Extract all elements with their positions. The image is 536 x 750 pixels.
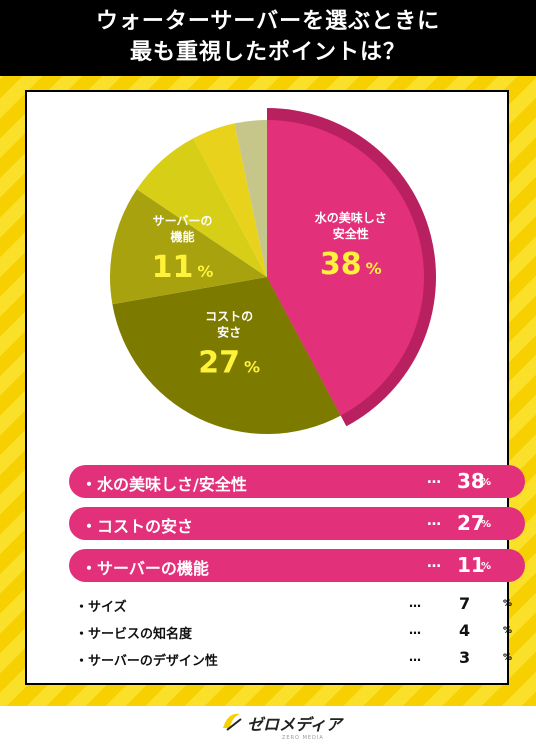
ranking-label: ・コストの安さ: [81, 517, 194, 536]
pie-label-text: 安全性: [333, 226, 369, 241]
pie-slice-4: [136, 138, 267, 277]
pie-slice-3: [110, 189, 267, 305]
pie-label-text: 安さ: [217, 325, 241, 340]
ranking-unit: %: [503, 626, 513, 636]
ranking-dots: …: [427, 513, 441, 529]
logo-text: ゼロメディア: [247, 715, 342, 734]
ranking-dots: …: [409, 623, 421, 637]
ranking-unit: %: [503, 653, 513, 663]
pie-slice-2: [112, 277, 341, 434]
pie-value-label: 11%: [152, 250, 214, 285]
pie-label-text: サーバーの: [153, 214, 213, 228]
ranking-dots: …: [409, 650, 421, 664]
ranking-value: 4: [459, 621, 471, 640]
pie-slice-5: [193, 123, 267, 278]
ranking-unit: %: [481, 477, 492, 488]
ranking-dots: …: [427, 471, 441, 487]
title-line-1: ウォーターサーバーを選ぶときに: [95, 9, 441, 34]
ranking-dots: …: [409, 596, 421, 610]
pie-slice-label: サーバーの機能 11%: [152, 214, 214, 285]
pie-label-text: 機能: [171, 229, 195, 244]
title-line-2: 最も重視したポイントは？: [129, 40, 406, 65]
ranking-unit: %: [481, 561, 492, 572]
footer: [0, 706, 536, 750]
pie-slice-6: [234, 120, 267, 277]
ranking-value: 3: [459, 648, 471, 667]
ranking-label: ・サイズ: [75, 600, 127, 615]
ranking-dots: …: [427, 555, 441, 571]
ranking-unit: %: [481, 519, 492, 530]
ranking-label: ・水の美味しさ/安全性: [81, 475, 247, 494]
chart-card: 水の美味しさ 安全性 38% コストの 安さ 27% サーバーの 機能 11% ・水の美味しさ/…: [25, 90, 525, 685]
ranking-value: 27: [457, 511, 485, 535]
ranking-item-4: ・サイズ … 7 %: [75, 594, 525, 616]
ranking-item-2: ・コストの安さ … 27 %: [69, 507, 525, 540]
ranking-item-3: ・サーバーの機能 … 11 %: [69, 549, 525, 582]
pie-label-text: 水の美味しさ: [315, 210, 387, 225]
ranking-label: ・サーバーの機能: [81, 559, 209, 578]
page-title: ウォーターサーバーを選ぶときに 最も重視したポイントは？: [0, 0, 536, 76]
ranking-item-1: ・水の美味しさ/安全性 … 38 %: [69, 465, 525, 498]
ranking-value: 7: [459, 594, 471, 613]
ranking-value: 11: [457, 553, 485, 577]
ranking-label: ・サーバーのデザイン性: [75, 654, 218, 669]
pie-slice-1: [267, 120, 424, 416]
ranking-item-6: ・サーバーのデザイン性 … 3 %: [75, 648, 525, 670]
pie-slice-label: コストの安さ 27%: [198, 310, 260, 381]
pie-value-label: 38%: [320, 247, 382, 282]
pie-label-text: コストの: [205, 310, 253, 324]
ranking-label: ・サービスの知名度: [75, 627, 193, 642]
ranking-item-5: ・サービスの知名度 … 4 %: [75, 621, 525, 643]
ranking-unit: %: [503, 599, 513, 609]
logo-subtext: ZERO MEDIA: [282, 735, 324, 741]
pie-value-label: 27%: [198, 346, 260, 381]
ranking-value: 38: [457, 469, 485, 493]
logo-icon: [223, 713, 242, 731]
